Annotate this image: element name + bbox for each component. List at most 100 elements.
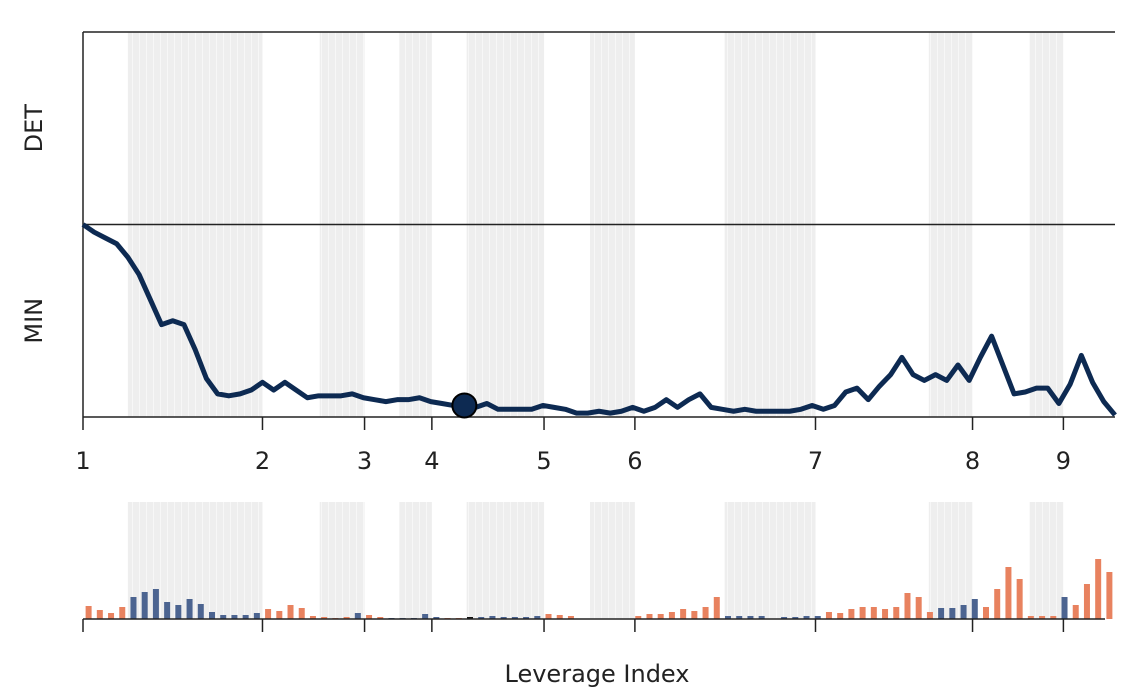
bar — [882, 609, 889, 619]
bar — [893, 607, 900, 619]
bar — [691, 611, 698, 619]
bar — [915, 597, 922, 619]
bar — [747, 616, 754, 619]
bar — [164, 602, 171, 619]
bar — [489, 616, 496, 619]
bar — [343, 617, 350, 619]
bar — [152, 589, 159, 619]
bar — [859, 607, 866, 619]
y-tick-label: DET — [20, 104, 48, 153]
bar — [500, 617, 507, 619]
bar — [175, 605, 182, 619]
bar — [1061, 597, 1068, 619]
x-tick-label: 5 — [536, 447, 551, 475]
bar — [1072, 605, 1079, 619]
bar — [141, 592, 148, 619]
bar — [309, 616, 316, 619]
bar — [971, 599, 978, 619]
bar — [904, 593, 911, 619]
bar — [298, 608, 305, 619]
bar — [1016, 579, 1023, 619]
bar — [803, 616, 810, 619]
bar — [220, 615, 227, 619]
bar — [1027, 616, 1034, 619]
bar — [511, 617, 518, 619]
bar — [567, 616, 574, 619]
x-axis-title: Leverage Index — [505, 660, 690, 688]
bar — [814, 616, 821, 619]
bar — [523, 617, 530, 619]
bar — [758, 616, 765, 619]
bar — [680, 609, 687, 619]
shaded-band — [466, 502, 545, 619]
bar — [556, 615, 563, 619]
bar — [422, 614, 429, 619]
x-tick-label: 7 — [808, 447, 823, 475]
bar — [265, 609, 272, 619]
bar — [657, 614, 664, 619]
bar — [96, 610, 103, 619]
shaded-band — [319, 502, 365, 619]
bar — [377, 617, 384, 619]
bar — [702, 607, 709, 619]
bar — [792, 617, 799, 619]
x-tick-label: 3 — [357, 447, 372, 475]
shaded-band — [724, 502, 816, 619]
bar — [870, 607, 877, 619]
shaded-band — [590, 502, 635, 619]
bar — [545, 614, 552, 619]
bar — [534, 616, 541, 619]
bar — [242, 615, 249, 619]
bar — [825, 612, 832, 619]
bar — [231, 615, 238, 619]
bar — [1050, 616, 1057, 619]
bar — [276, 611, 283, 619]
x-tick-label: 4 — [424, 447, 439, 475]
bar — [848, 609, 855, 619]
bar — [837, 613, 844, 619]
bar — [108, 613, 115, 619]
bar — [781, 617, 788, 619]
x-tick-label: 8 — [965, 447, 980, 475]
highlight-point — [451, 392, 478, 419]
bar — [983, 607, 989, 619]
bands — [127, 32, 1064, 619]
bar — [433, 617, 440, 619]
bar — [467, 617, 473, 619]
shaded-band — [928, 502, 973, 619]
bar — [713, 597, 720, 619]
bar — [736, 616, 743, 619]
bar — [366, 615, 373, 619]
x-tick-label: 2 — [255, 447, 270, 475]
bar — [1039, 616, 1046, 619]
bar — [926, 612, 933, 619]
bar — [646, 614, 653, 619]
bar — [119, 607, 126, 619]
bar — [949, 608, 956, 619]
x-tick-label: 9 — [1056, 447, 1071, 475]
bar — [186, 599, 193, 619]
bar — [960, 605, 967, 619]
shaded-band — [1029, 502, 1064, 619]
bar — [938, 608, 945, 619]
bar — [1005, 567, 1012, 619]
bar — [287, 605, 294, 619]
bar — [197, 604, 204, 619]
bar — [1106, 572, 1113, 619]
bar — [1083, 584, 1090, 619]
bar — [1095, 559, 1102, 619]
bar — [478, 617, 485, 619]
bar — [354, 613, 361, 619]
bar — [253, 613, 260, 619]
shaded-band — [127, 502, 263, 619]
shaded-band — [399, 502, 432, 619]
y-tick-label: MIN — [20, 298, 48, 344]
bar — [321, 617, 328, 619]
bar — [130, 597, 137, 619]
bar — [85, 606, 92, 619]
x-tick-label: 6 — [627, 447, 642, 475]
line-series — [81, 222, 1117, 417]
bar — [994, 589, 1001, 619]
